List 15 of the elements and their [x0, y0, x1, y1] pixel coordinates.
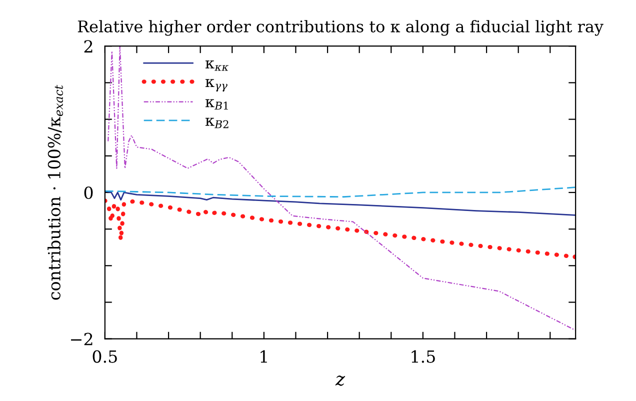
legend-label: κ$_{B2}$: [206, 118, 228, 128]
text: γγ: [216, 84, 228, 92]
y-axis-title: contribution · 100%/κ$_{exact}$: [48, 84, 63, 300]
legend-label: κ$_{B1}$: [206, 99, 228, 110]
y-tick-label: −2: [71, 332, 92, 346]
x-axis-title: z: [335, 376, 346, 386]
y-tick-label: 0: [84, 186, 93, 200]
line-series: [108, 46, 576, 331]
chart-title: Relative higher order contributions to κ along a fiducial light ray: [78, 20, 604, 36]
x-tick-label: 1.5: [412, 350, 435, 363]
x-tick-label: 0.5: [92, 350, 117, 363]
x-tick-label: 1: [260, 350, 267, 363]
line-series: [104, 190, 576, 216]
y-tick-label: 2: [84, 40, 92, 52]
line-series: [104, 186, 576, 198]
